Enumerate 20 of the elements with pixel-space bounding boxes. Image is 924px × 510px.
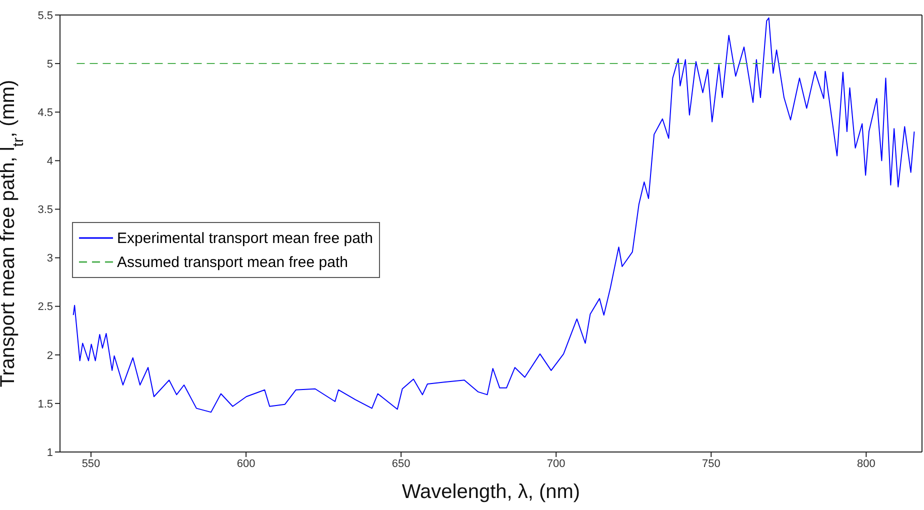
y-tick-label: 1: [46, 446, 53, 459]
x-tick-label: 550: [82, 458, 100, 470]
y-tick-label: 1.5: [38, 398, 53, 410]
y-tick-label: 2: [46, 350, 53, 362]
y-tick-label: 3: [46, 252, 53, 265]
x-tick-label: 750: [702, 458, 720, 470]
y-tick-label: 5.5: [38, 10, 53, 22]
y-tick-label: 4: [46, 156, 53, 168]
legend-label: Experimental transport mean free path: [117, 230, 373, 246]
y-tick-label: 3.5: [38, 204, 53, 216]
x-tick-label: 800: [857, 458, 876, 470]
line-series: [72, 17, 915, 413]
x-tick-label: 700: [546, 458, 566, 470]
y-tick-label: 2.5: [38, 301, 53, 314]
x-tick-label: 650: [392, 458, 410, 470]
legend-label: Assumed transport mean free path: [117, 254, 348, 270]
x-tick-label: 600: [236, 458, 256, 470]
y-tick-label: 5: [46, 58, 53, 70]
x-axis-title: Wavelength, λ, (nm): [402, 481, 580, 503]
y-tick-label: 4.5: [38, 107, 53, 120]
